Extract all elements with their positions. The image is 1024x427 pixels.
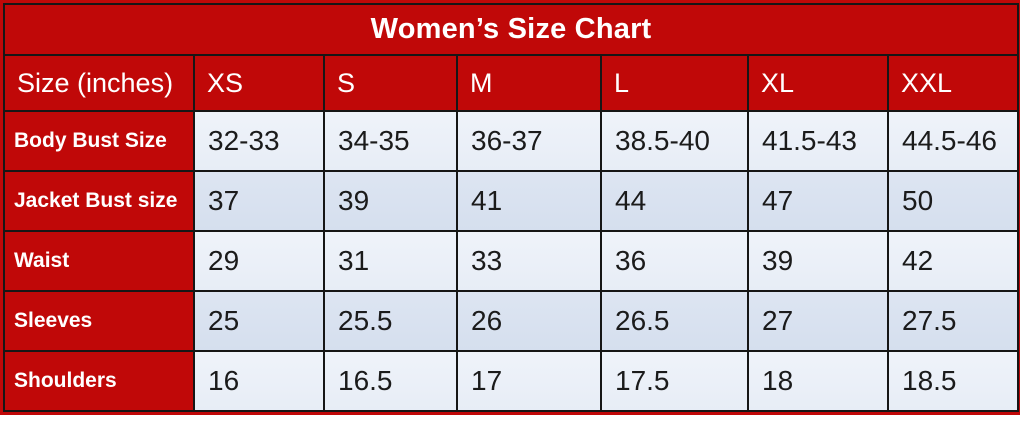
- chart-title: Women’s Size Chart: [2, 3, 1020, 56]
- table-cell: 29: [193, 230, 325, 292]
- header-cell-l: L: [600, 54, 749, 112]
- table-cell: 27.5: [886, 290, 1020, 352]
- table-cell: 39: [747, 230, 889, 292]
- table-cell: 33: [456, 230, 602, 292]
- row-label-cell: Body Bust Size: [3, 110, 195, 172]
- table-cell: 16.5: [323, 350, 458, 412]
- table-cell: 26: [456, 290, 602, 352]
- table-cell: 36: [600, 230, 749, 292]
- header-cell-xs: XS: [193, 54, 325, 112]
- table-cell: 36-37: [456, 110, 602, 172]
- table-row-shoulders: Shoulders 16 16.5 17 17.5 18 18.5: [3, 350, 1020, 412]
- table-row-waist: Waist 29 31 33 36 39 42: [3, 230, 1020, 292]
- table-cell: 34-35: [323, 110, 458, 172]
- table-cell: 17: [456, 350, 602, 412]
- table-cell: 16: [193, 350, 325, 412]
- table-cell: 44: [600, 170, 749, 232]
- row-label-cell: Waist: [3, 230, 195, 292]
- header-cell-size-inches: Size (inches): [3, 54, 195, 112]
- header-cell-s: S: [323, 54, 458, 112]
- table-cell: 18.5: [886, 350, 1020, 412]
- table-cell: 25: [193, 290, 325, 352]
- row-label-cell: Shoulders: [3, 350, 195, 412]
- header-cell-xl: XL: [747, 54, 889, 112]
- table-cell: 47: [747, 170, 889, 232]
- header-cell-m: M: [456, 54, 602, 112]
- table-cell: 17.5: [600, 350, 749, 412]
- table-row-jacket-bust: Jacket Bust size 37 39 41 44 47 50: [3, 170, 1020, 232]
- table-cell: 44.5-46: [886, 110, 1020, 172]
- title-row: Women’s Size Chart: [2, 3, 1020, 56]
- table-cell: 31: [323, 230, 458, 292]
- table-cell: 27: [747, 290, 889, 352]
- table-cell: 32-33: [193, 110, 325, 172]
- row-label-cell: Sleeves: [3, 290, 195, 352]
- column-header-row: Size (inches) XS S M L XL XXL: [3, 54, 1020, 112]
- table-cell: 42: [886, 230, 1020, 292]
- header-cell-xxl: XXL: [886, 54, 1020, 112]
- womens-size-chart-table: Women’s Size Chart Size (inches) XS S M …: [2, 3, 1020, 412]
- table-cell: 50: [886, 170, 1020, 232]
- table-cell: 26.5: [600, 290, 749, 352]
- table-row-sleeves: Sleeves 25 25.5 26 26.5 27 27.5: [3, 290, 1020, 352]
- table-cell: 25.5: [323, 290, 458, 352]
- table-cell: 41: [456, 170, 602, 232]
- table-cell: 39: [323, 170, 458, 232]
- row-label-cell: Jacket Bust size: [3, 170, 195, 232]
- table-cell: 38.5-40: [600, 110, 749, 172]
- table-cell: 41.5-43: [747, 110, 889, 172]
- table-cell: 18: [747, 350, 889, 412]
- table-cell: 37: [193, 170, 325, 232]
- table-row-body-bust: Body Bust Size 32-33 34-35 36-37 38.5-40…: [3, 110, 1020, 172]
